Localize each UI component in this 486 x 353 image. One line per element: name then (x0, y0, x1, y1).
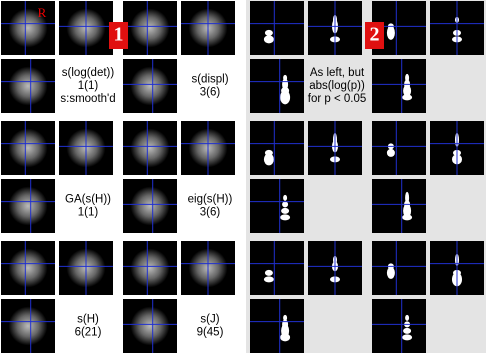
thumbnail (430, 1, 484, 55)
page: {"markers": {"orientation": "R", "panel_… (0, 0, 486, 353)
brain-slice (9, 249, 48, 288)
thumbnail (59, 121, 113, 175)
thumbnail-bg (250, 1, 304, 55)
figure: s(log(det))1(1)s:smooth'ds(displ)3(6)As … (0, 0, 486, 353)
caption-line: for p < 0.05 (308, 93, 367, 105)
thumbnail-bg (250, 299, 304, 353)
thumbnail (372, 59, 426, 113)
thumbnail (1, 179, 55, 233)
blob (265, 270, 273, 276)
caption-line: s:smooth'd (60, 93, 115, 105)
blob (280, 214, 290, 220)
thumbnail (123, 59, 177, 113)
brain-slice (131, 67, 170, 106)
thumbnail (372, 121, 426, 175)
thumbnail (250, 179, 304, 233)
thumbnail (59, 241, 113, 295)
brain-slice (9, 129, 48, 168)
blob (280, 90, 290, 104)
blob (405, 315, 409, 321)
blob (403, 85, 411, 97)
thumbnail (181, 121, 235, 175)
panel-number: 1 (114, 24, 124, 46)
thumbnail (123, 241, 177, 295)
caption-line: As left, but (310, 67, 365, 79)
thumbnail (1, 59, 55, 113)
blob (282, 201, 288, 207)
blob (264, 276, 274, 282)
brain-slice (131, 307, 170, 346)
brain-slice (9, 187, 48, 226)
caption-line: abs(log(p)) (309, 80, 365, 92)
brain-slice (131, 187, 170, 226)
thumbnail (430, 241, 484, 295)
thumbnail-bg (250, 179, 304, 233)
thumbnail-bg (250, 59, 304, 113)
blob (387, 149, 395, 157)
thumbnail (372, 179, 426, 233)
caption-line: 6(21) (75, 327, 102, 339)
thumbnail (308, 121, 362, 175)
thumbnail (430, 121, 484, 175)
thumbnail-bg (372, 59, 426, 113)
blob (387, 26, 395, 40)
caption-line: s(displ) (191, 74, 228, 86)
thumbnail (372, 299, 426, 353)
caption-line: 3(6) (200, 87, 221, 99)
thumbnail (1, 121, 55, 175)
orientation-marker: R (38, 5, 47, 20)
blob (402, 334, 412, 340)
thumbnail (250, 299, 304, 353)
thumbnail (308, 1, 362, 55)
thumbnail (250, 241, 304, 295)
thumbnail (1, 1, 55, 55)
blob (264, 153, 274, 165)
thumbnail (181, 1, 235, 55)
brain-slice (9, 307, 48, 346)
thumbnail (1, 299, 55, 353)
thumbnail (123, 179, 177, 233)
caption-line: 1(1) (78, 80, 99, 92)
blob (265, 30, 273, 36)
thumbnail (250, 1, 304, 55)
caption-line: 1(1) (78, 207, 99, 219)
thumbnail-bg (250, 121, 304, 175)
blob (280, 333, 290, 341)
thumbnail (250, 59, 304, 113)
thumbnail (123, 299, 177, 353)
thumbnail (59, 1, 113, 55)
thumbnail-bg (250, 241, 304, 295)
caption-line: s(J) (200, 314, 219, 326)
thumbnail (123, 1, 177, 55)
caption-line: s(log(det)) (62, 67, 115, 79)
thumbnail-bg (372, 299, 426, 353)
caption-line: 3(6) (200, 207, 221, 219)
caption-line: eig(s(H)) (188, 194, 233, 206)
blob (403, 328, 411, 334)
blob (281, 208, 289, 214)
brain-slice (9, 67, 48, 106)
blob (403, 204, 411, 218)
brain-slice (131, 249, 170, 288)
thumbnail (372, 241, 426, 295)
blob (283, 195, 287, 201)
thumbnail (123, 121, 177, 175)
thumbnail (250, 121, 304, 175)
blob (387, 267, 395, 279)
thumbnail-bg (372, 241, 426, 295)
panel-number: 2 (370, 24, 380, 46)
brain-slice (131, 129, 170, 168)
blob (264, 35, 274, 43)
thumbnail (1, 241, 55, 295)
thumbnail (181, 241, 235, 295)
thumbnail (308, 241, 362, 295)
caption-line: 9(45) (197, 327, 224, 339)
brain-slice (131, 9, 170, 48)
caption-line: s(H) (77, 314, 99, 326)
caption-line: GA(s(H)) (65, 194, 111, 206)
thumbnail-bg (372, 179, 426, 233)
thumbnail-bg (372, 121, 426, 175)
